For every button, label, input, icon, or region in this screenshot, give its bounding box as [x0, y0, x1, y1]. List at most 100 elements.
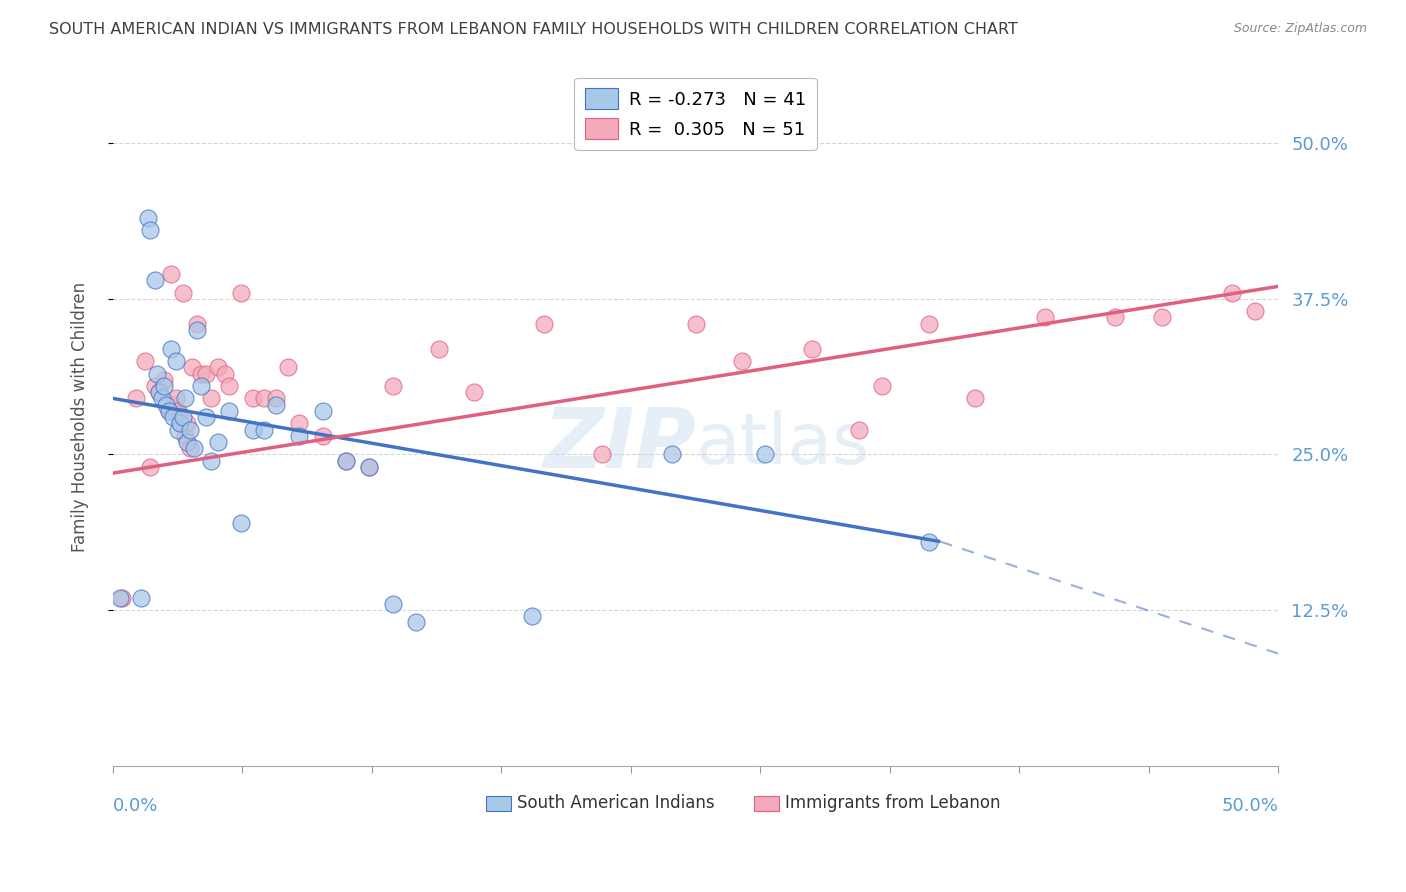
Point	[153, 379, 176, 393]
Point	[186, 323, 208, 337]
Point	[143, 379, 166, 393]
Point	[311, 429, 333, 443]
Point	[157, 404, 180, 418]
Point	[179, 423, 201, 437]
Text: 0.0%: 0.0%	[112, 797, 159, 815]
Point	[207, 434, 229, 449]
Point	[917, 317, 939, 331]
Point	[801, 342, 824, 356]
Point	[214, 367, 236, 381]
Point	[1104, 310, 1126, 325]
Point	[463, 385, 485, 400]
Point	[207, 360, 229, 375]
Point	[186, 317, 208, 331]
Point	[150, 392, 173, 406]
Point	[157, 404, 180, 418]
Point	[176, 417, 198, 431]
Point	[139, 459, 162, 474]
Point	[229, 285, 252, 300]
Point	[264, 398, 287, 412]
Point	[181, 360, 204, 375]
Point	[167, 404, 190, 418]
Point	[155, 398, 177, 412]
Point	[754, 447, 776, 461]
Point	[139, 223, 162, 237]
Point	[146, 367, 169, 381]
Point	[848, 423, 870, 437]
Point	[160, 342, 183, 356]
Point	[242, 423, 264, 437]
Point	[870, 379, 893, 393]
Point	[405, 615, 427, 630]
Point	[165, 392, 187, 406]
Point	[1244, 304, 1267, 318]
Text: South American Indians: South American Indians	[517, 794, 714, 812]
Point	[169, 417, 191, 431]
Text: ZIP: ZIP	[543, 404, 696, 485]
Point	[335, 453, 357, 467]
Point	[125, 392, 148, 406]
Point	[242, 392, 264, 406]
Point	[108, 591, 131, 605]
Text: Immigrants from Lebanon: Immigrants from Lebanon	[786, 794, 1001, 812]
Point	[591, 447, 613, 461]
Point	[359, 459, 381, 474]
Point	[1033, 310, 1056, 325]
Point	[183, 441, 205, 455]
Text: 50.0%: 50.0%	[1222, 797, 1278, 815]
Text: atlas: atlas	[696, 410, 870, 480]
Point	[522, 609, 544, 624]
Point	[195, 410, 218, 425]
Point	[200, 392, 222, 406]
Point	[111, 591, 134, 605]
Point	[533, 317, 555, 331]
Point	[1150, 310, 1173, 325]
Point	[288, 417, 311, 431]
Text: SOUTH AMERICAN INDIAN VS IMMIGRANTS FROM LEBANON FAMILY HOUSEHOLDS WITH CHILDREN: SOUTH AMERICAN INDIAN VS IMMIGRANTS FROM…	[49, 22, 1018, 37]
Point	[136, 211, 159, 225]
Point	[685, 317, 707, 331]
Point	[134, 354, 156, 368]
Point	[169, 417, 191, 431]
Point	[381, 597, 404, 611]
Point	[179, 441, 201, 455]
Point	[253, 423, 276, 437]
Point	[160, 267, 183, 281]
Point	[190, 379, 212, 393]
Point	[172, 410, 194, 425]
Point	[335, 453, 357, 467]
Point	[162, 398, 184, 412]
Point	[277, 360, 299, 375]
Y-axis label: Family Households with Children: Family Households with Children	[72, 282, 89, 552]
Point	[172, 285, 194, 300]
Point	[176, 434, 198, 449]
Point	[661, 447, 683, 461]
Point	[174, 429, 197, 443]
Point	[148, 385, 170, 400]
Text: Source: ZipAtlas.com: Source: ZipAtlas.com	[1233, 22, 1367, 36]
FancyBboxPatch shape	[486, 796, 512, 811]
Point	[311, 404, 333, 418]
Point	[359, 459, 381, 474]
Point	[153, 373, 176, 387]
Point	[731, 354, 754, 368]
Point	[148, 385, 170, 400]
Point	[200, 453, 222, 467]
Point	[965, 392, 987, 406]
Point	[1220, 285, 1243, 300]
Point	[288, 429, 311, 443]
Point	[129, 591, 152, 605]
Point	[917, 534, 939, 549]
Point	[427, 342, 450, 356]
Point	[174, 392, 197, 406]
Legend: R = -0.273   N = 41, R =  0.305   N = 51: R = -0.273 N = 41, R = 0.305 N = 51	[575, 78, 817, 150]
Point	[264, 392, 287, 406]
Point	[195, 367, 218, 381]
Point	[143, 273, 166, 287]
Point	[165, 354, 187, 368]
Point	[218, 379, 240, 393]
Point	[381, 379, 404, 393]
Point	[229, 516, 252, 530]
Point	[167, 423, 190, 437]
Point	[218, 404, 240, 418]
